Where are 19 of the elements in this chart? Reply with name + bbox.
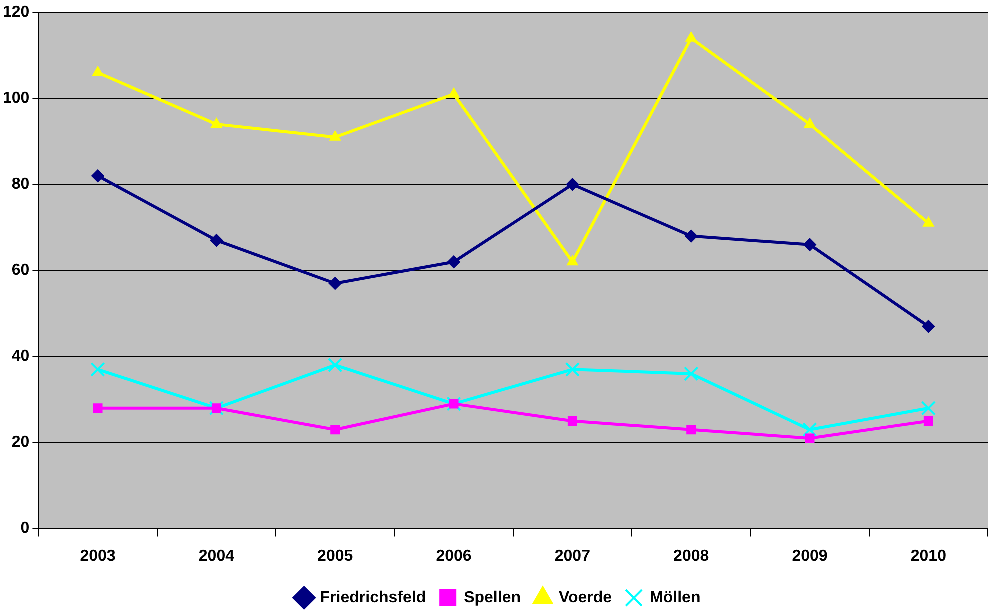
- legend-label: Voerde: [558, 589, 612, 606]
- x-tick-label: 2005: [318, 548, 354, 565]
- x-tick-label: 2006: [436, 548, 472, 565]
- y-tick-label: 100: [2, 90, 30, 108]
- y-tick-label: 60: [12, 262, 30, 280]
- x-tick-label: 2007: [554, 548, 591, 565]
- x-tick-label: 2003: [80, 548, 116, 565]
- y-tick-label: 20: [12, 434, 30, 452]
- legend-label: Friedrichsfeld: [320, 589, 426, 606]
- legend-label: Spellen: [464, 589, 521, 606]
- x-tick-label: 2004: [198, 548, 235, 565]
- x-tick-label: 2010: [910, 548, 947, 565]
- x-tick-label: 2009: [792, 548, 828, 565]
- y-tick-label: 80: [12, 176, 30, 194]
- x-tick-label: 2008: [674, 548, 710, 565]
- legend-label: Möllen: [650, 589, 701, 606]
- y-tick-label: 0: [20, 520, 30, 538]
- y-tick-label: 120: [2, 4, 30, 22]
- y-tick-label: 40: [12, 348, 30, 366]
